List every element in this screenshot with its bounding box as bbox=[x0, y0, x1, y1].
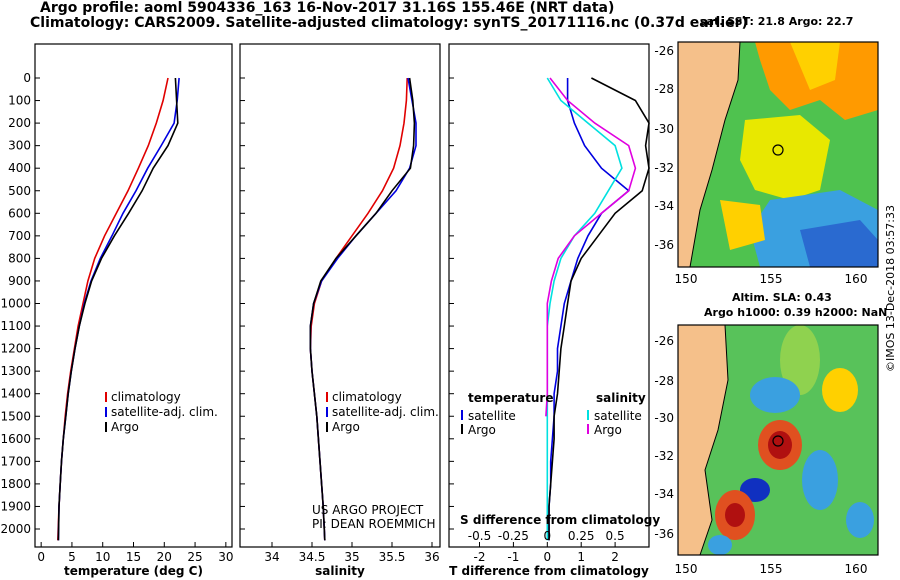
y-tick-label: 700 bbox=[8, 229, 31, 243]
y-tick-label: 1200 bbox=[0, 342, 31, 356]
y-tick-label: 1900 bbox=[0, 499, 31, 513]
sst-ytick: -36 bbox=[654, 238, 674, 252]
sla-axis: 150 155 160 -26 -28 -30 -32 -34 -36 bbox=[654, 334, 867, 576]
sla-title-1: Altim. SLA: 0.43 bbox=[732, 291, 832, 304]
sla-ytick: -30 bbox=[654, 411, 674, 425]
y-tick-label: 500 bbox=[8, 184, 31, 198]
sst-ytick: -28 bbox=[654, 82, 674, 96]
sst-xtick: 150 bbox=[675, 272, 698, 286]
y-tick-label: 2000 bbox=[0, 522, 31, 536]
series-line-t-argo bbox=[548, 77, 650, 541]
sla-xtick: 155 bbox=[760, 562, 783, 576]
sst-ytick: -30 bbox=[654, 122, 674, 136]
y-tick-label: 1800 bbox=[0, 477, 31, 491]
y-tick-label: 900 bbox=[8, 274, 31, 288]
y-tick-label: 1100 bbox=[0, 319, 31, 333]
y-tick-label: 1700 bbox=[0, 454, 31, 468]
s-tick-label: 0.5 bbox=[606, 529, 625, 543]
x-axis-label: salinity bbox=[315, 564, 365, 578]
s-tick-label: -0.5 bbox=[468, 529, 491, 543]
sst-map bbox=[677, 41, 879, 268]
y-tick-label: 200 bbox=[8, 116, 31, 130]
series-line-s-argo bbox=[545, 77, 637, 417]
legend-label: satellite bbox=[468, 409, 516, 423]
series-line-t-satellite bbox=[548, 78, 630, 541]
x-tick-label: 34 bbox=[264, 550, 279, 564]
legend-title: temperature bbox=[468, 391, 553, 405]
s-tick-label: 0 bbox=[543, 529, 551, 543]
x-tick-label: 35 bbox=[344, 550, 359, 564]
x-tick-label: 1 bbox=[577, 550, 585, 564]
sst-title: sat. SST: 21.8 Argo: 22.7 bbox=[700, 15, 853, 28]
legend-label: Argo bbox=[468, 423, 496, 437]
x-tick-label: -2 bbox=[474, 550, 486, 564]
legend-label: satellite bbox=[594, 409, 642, 423]
sla-ytick: -36 bbox=[654, 527, 674, 541]
sst-xtick: 160 bbox=[845, 272, 868, 286]
legend-label: Argo bbox=[594, 423, 622, 437]
y-tick-label: 100 bbox=[8, 94, 31, 108]
y-tick-label: 1500 bbox=[0, 409, 31, 423]
x-tick-label: 30 bbox=[218, 550, 233, 564]
x-tick-label: 0 bbox=[37, 550, 45, 564]
legend-label: Argo bbox=[111, 420, 139, 434]
salinity-panel-frame bbox=[239, 43, 441, 548]
sst-ytick: -32 bbox=[654, 161, 674, 175]
x-tick-label: 0 bbox=[543, 550, 551, 564]
annotation-text: US ARGO PROJECT bbox=[312, 503, 424, 517]
y-tick-label: 800 bbox=[8, 251, 31, 265]
title-line-1: Argo profile: aoml 5904336_163 16-Nov-20… bbox=[40, 0, 615, 16]
sst-xtick: 155 bbox=[760, 272, 783, 286]
x-axis-label: T difference from climatology bbox=[449, 564, 649, 578]
sla-title-2: Argo h1000: 0.39 h2000: NaN bbox=[704, 306, 887, 319]
series-line-s-satellite bbox=[546, 77, 623, 541]
y-tick-label: 1300 bbox=[0, 364, 31, 378]
y-tick-label: 600 bbox=[8, 206, 31, 220]
sla-xtick: 150 bbox=[675, 562, 698, 576]
x-tick-label: 35.5 bbox=[379, 550, 406, 564]
x-tick-label: 5 bbox=[68, 550, 76, 564]
sla-ytick: -26 bbox=[654, 334, 674, 348]
x-tick-label: 10 bbox=[95, 550, 110, 564]
x-tick-label: 36 bbox=[424, 550, 439, 564]
y-tick-label: 1000 bbox=[0, 297, 31, 311]
s-tick-label: -0.25 bbox=[498, 529, 529, 543]
x-tick-label: 15 bbox=[126, 550, 141, 564]
sst-ytick: -34 bbox=[654, 199, 674, 213]
sst-ytick: -26 bbox=[654, 44, 674, 58]
sla-ytick: -34 bbox=[654, 487, 674, 501]
s-diff-title: S difference from climatology bbox=[460, 513, 660, 527]
y-tick-label: 0 bbox=[23, 71, 31, 85]
temperature-panel-frame bbox=[34, 43, 233, 548]
series-line-argo bbox=[57, 77, 179, 541]
x-tick-label: -1 bbox=[507, 550, 519, 564]
sst-axis: 150 155 160 -26 -28 -30 -32 -34 -36 bbox=[654, 44, 867, 286]
series-line-argo bbox=[309, 77, 416, 541]
x-tick-label: 25 bbox=[187, 550, 202, 564]
x-tick-label: 2 bbox=[611, 550, 619, 564]
imos-credit: ©IMOS 13-Dec-2018 03:57:33 bbox=[884, 205, 897, 372]
legend-label: climatology bbox=[111, 390, 181, 404]
x-tick-label: 20 bbox=[157, 550, 172, 564]
legend-title: salinity bbox=[596, 391, 646, 405]
legend-label: Argo bbox=[332, 420, 360, 434]
x-axis-label: temperature (deg C) bbox=[64, 564, 203, 578]
x-tick-label: 34.5 bbox=[299, 550, 326, 564]
title-line-2: Climatology: CARS2009. Satellite-adjuste… bbox=[30, 15, 748, 31]
legend-label: satellite-adj. clim. bbox=[332, 405, 439, 419]
s-tick-label: 0.25 bbox=[568, 529, 595, 543]
legend-label: satellite-adj. clim. bbox=[111, 405, 218, 419]
y-tick-label: 1400 bbox=[0, 387, 31, 401]
annotation-text: PI: DEAN ROEMMICH bbox=[312, 517, 435, 531]
y-tick-label: 1600 bbox=[0, 432, 31, 446]
legend-label: climatology bbox=[332, 390, 402, 404]
sla-ytick: -28 bbox=[654, 374, 674, 388]
y-tick-label: 300 bbox=[8, 139, 31, 153]
sla-ytick: -32 bbox=[654, 449, 674, 463]
sla-xtick: 160 bbox=[845, 562, 868, 576]
y-tick-label: 400 bbox=[8, 161, 31, 175]
sla-map bbox=[677, 324, 879, 556]
